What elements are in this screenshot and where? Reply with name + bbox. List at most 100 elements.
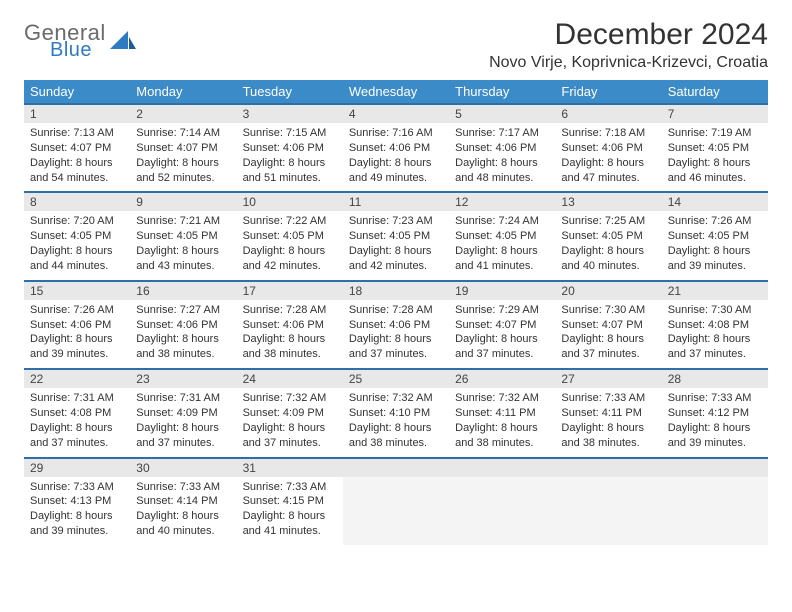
- sunset-text: Sunset: 4:07 PM: [561, 318, 655, 333]
- sunrise-text: Sunrise: 7:32 AM: [455, 391, 549, 406]
- daylight-text: Daylight: 8 hours and 39 minutes.: [668, 244, 762, 274]
- daylight-text: Daylight: 8 hours and 38 minutes.: [136, 332, 230, 362]
- day-content-cell: Sunrise: 7:27 AMSunset: 4:06 PMDaylight:…: [130, 300, 236, 369]
- daylight-text: Daylight: 8 hours and 38 minutes.: [561, 421, 655, 451]
- sunset-text: Sunset: 4:07 PM: [136, 141, 230, 156]
- sunrise-text: Sunrise: 7:17 AM: [455, 126, 549, 141]
- daylight-text: Daylight: 8 hours and 49 minutes.: [349, 156, 443, 186]
- sunset-text: Sunset: 4:06 PM: [136, 318, 230, 333]
- weekday-header: Thursday: [449, 80, 555, 104]
- sunrise-text: Sunrise: 7:25 AM: [561, 214, 655, 229]
- weekday-header-row: Sunday Monday Tuesday Wednesday Thursday…: [24, 80, 768, 104]
- sunrise-text: Sunrise: 7:29 AM: [455, 303, 549, 318]
- day-number-cell: 16: [130, 281, 236, 300]
- sunset-text: Sunset: 4:05 PM: [455, 229, 549, 244]
- day-content-row: Sunrise: 7:20 AMSunset: 4:05 PMDaylight:…: [24, 211, 768, 280]
- daylight-text: Daylight: 8 hours and 41 minutes.: [243, 509, 337, 539]
- daylight-text: Daylight: 8 hours and 38 minutes.: [349, 421, 443, 451]
- day-number-cell: 11: [343, 192, 449, 211]
- sunset-text: Sunset: 4:11 PM: [561, 406, 655, 421]
- sunset-text: Sunset: 4:09 PM: [243, 406, 337, 421]
- daylight-text: Daylight: 8 hours and 37 minutes.: [455, 332, 549, 362]
- sunrise-text: Sunrise: 7:21 AM: [136, 214, 230, 229]
- sunrise-text: Sunrise: 7:31 AM: [136, 391, 230, 406]
- day-content-cell: Sunrise: 7:22 AMSunset: 4:05 PMDaylight:…: [237, 211, 343, 280]
- sunrise-text: Sunrise: 7:32 AM: [243, 391, 337, 406]
- day-number-cell: [662, 458, 768, 477]
- daylight-text: Daylight: 8 hours and 43 minutes.: [136, 244, 230, 274]
- calendar-table: Sunday Monday Tuesday Wednesday Thursday…: [24, 80, 768, 545]
- daylight-text: Daylight: 8 hours and 37 minutes.: [561, 332, 655, 362]
- sunrise-text: Sunrise: 7:33 AM: [561, 391, 655, 406]
- sunrise-text: Sunrise: 7:26 AM: [668, 214, 762, 229]
- sunrise-text: Sunrise: 7:13 AM: [30, 126, 124, 141]
- sunset-text: Sunset: 4:07 PM: [455, 318, 549, 333]
- brand-mark-icon: [110, 31, 136, 53]
- day-content-cell: Sunrise: 7:31 AMSunset: 4:08 PMDaylight:…: [24, 388, 130, 457]
- weekday-header: Saturday: [662, 80, 768, 104]
- sunrise-text: Sunrise: 7:19 AM: [668, 126, 762, 141]
- day-content-cell: Sunrise: 7:15 AMSunset: 4:06 PMDaylight:…: [237, 123, 343, 192]
- day-number-cell: 28: [662, 369, 768, 388]
- sunrise-text: Sunrise: 7:20 AM: [30, 214, 124, 229]
- day-content-row: Sunrise: 7:31 AMSunset: 4:08 PMDaylight:…: [24, 388, 768, 457]
- daylight-text: Daylight: 8 hours and 52 minutes.: [136, 156, 230, 186]
- day-number-cell: 2: [130, 104, 236, 123]
- sunset-text: Sunset: 4:06 PM: [561, 141, 655, 156]
- day-number-cell: 21: [662, 281, 768, 300]
- daylight-text: Daylight: 8 hours and 37 minutes.: [349, 332, 443, 362]
- sunrise-text: Sunrise: 7:30 AM: [561, 303, 655, 318]
- day-number-cell: 15: [24, 281, 130, 300]
- day-content-cell: Sunrise: 7:21 AMSunset: 4:05 PMDaylight:…: [130, 211, 236, 280]
- sunset-text: Sunset: 4:13 PM: [30, 494, 124, 509]
- sunset-text: Sunset: 4:05 PM: [668, 229, 762, 244]
- day-number-row: 15161718192021: [24, 281, 768, 300]
- daylight-text: Daylight: 8 hours and 37 minutes.: [136, 421, 230, 451]
- sunrise-text: Sunrise: 7:28 AM: [243, 303, 337, 318]
- sunset-text: Sunset: 4:05 PM: [561, 229, 655, 244]
- day-number-cell: 8: [24, 192, 130, 211]
- day-content-cell: Sunrise: 7:28 AMSunset: 4:06 PMDaylight:…: [237, 300, 343, 369]
- daylight-text: Daylight: 8 hours and 37 minutes.: [243, 421, 337, 451]
- sunset-text: Sunset: 4:14 PM: [136, 494, 230, 509]
- sunset-text: Sunset: 4:11 PM: [455, 406, 549, 421]
- weekday-header: Sunday: [24, 80, 130, 104]
- daylight-text: Daylight: 8 hours and 42 minutes.: [243, 244, 337, 274]
- sunrise-text: Sunrise: 7:23 AM: [349, 214, 443, 229]
- sunrise-text: Sunrise: 7:30 AM: [668, 303, 762, 318]
- day-content-cell: Sunrise: 7:33 AMSunset: 4:11 PMDaylight:…: [555, 388, 661, 457]
- day-number-cell: 27: [555, 369, 661, 388]
- sunset-text: Sunset: 4:05 PM: [243, 229, 337, 244]
- sunrise-text: Sunrise: 7:26 AM: [30, 303, 124, 318]
- sunset-text: Sunset: 4:07 PM: [30, 141, 124, 156]
- daylight-text: Daylight: 8 hours and 37 minutes.: [30, 421, 124, 451]
- day-content-cell: Sunrise: 7:17 AMSunset: 4:06 PMDaylight:…: [449, 123, 555, 192]
- day-number-cell: 17: [237, 281, 343, 300]
- day-content-cell: Sunrise: 7:33 AMSunset: 4:13 PMDaylight:…: [24, 477, 130, 545]
- day-number-cell: 23: [130, 369, 236, 388]
- day-number-cell: 9: [130, 192, 236, 211]
- day-number-cell: 24: [237, 369, 343, 388]
- sunset-text: Sunset: 4:06 PM: [349, 141, 443, 156]
- location: Novo Virje, Koprivnica-Krizevci, Croatia: [489, 54, 768, 72]
- daylight-text: Daylight: 8 hours and 42 minutes.: [349, 244, 443, 274]
- day-number-cell: 7: [662, 104, 768, 123]
- day-content-cell: [343, 477, 449, 545]
- day-number-cell: [555, 458, 661, 477]
- day-content-cell: Sunrise: 7:24 AMSunset: 4:05 PMDaylight:…: [449, 211, 555, 280]
- day-content-cell: Sunrise: 7:31 AMSunset: 4:09 PMDaylight:…: [130, 388, 236, 457]
- day-number-cell: [343, 458, 449, 477]
- day-number-cell: 18: [343, 281, 449, 300]
- daylight-text: Daylight: 8 hours and 48 minutes.: [455, 156, 549, 186]
- day-number-cell: 20: [555, 281, 661, 300]
- day-content-cell: Sunrise: 7:30 AMSunset: 4:07 PMDaylight:…: [555, 300, 661, 369]
- daylight-text: Daylight: 8 hours and 38 minutes.: [455, 421, 549, 451]
- day-number-cell: 4: [343, 104, 449, 123]
- header: General Blue December 2024 Novo Virje, K…: [24, 18, 768, 72]
- daylight-text: Daylight: 8 hours and 47 minutes.: [561, 156, 655, 186]
- day-content-cell: Sunrise: 7:33 AMSunset: 4:14 PMDaylight:…: [130, 477, 236, 545]
- day-content-cell: Sunrise: 7:33 AMSunset: 4:12 PMDaylight:…: [662, 388, 768, 457]
- sunset-text: Sunset: 4:08 PM: [30, 406, 124, 421]
- day-number-cell: 6: [555, 104, 661, 123]
- title-block: December 2024 Novo Virje, Koprivnica-Kri…: [489, 18, 768, 72]
